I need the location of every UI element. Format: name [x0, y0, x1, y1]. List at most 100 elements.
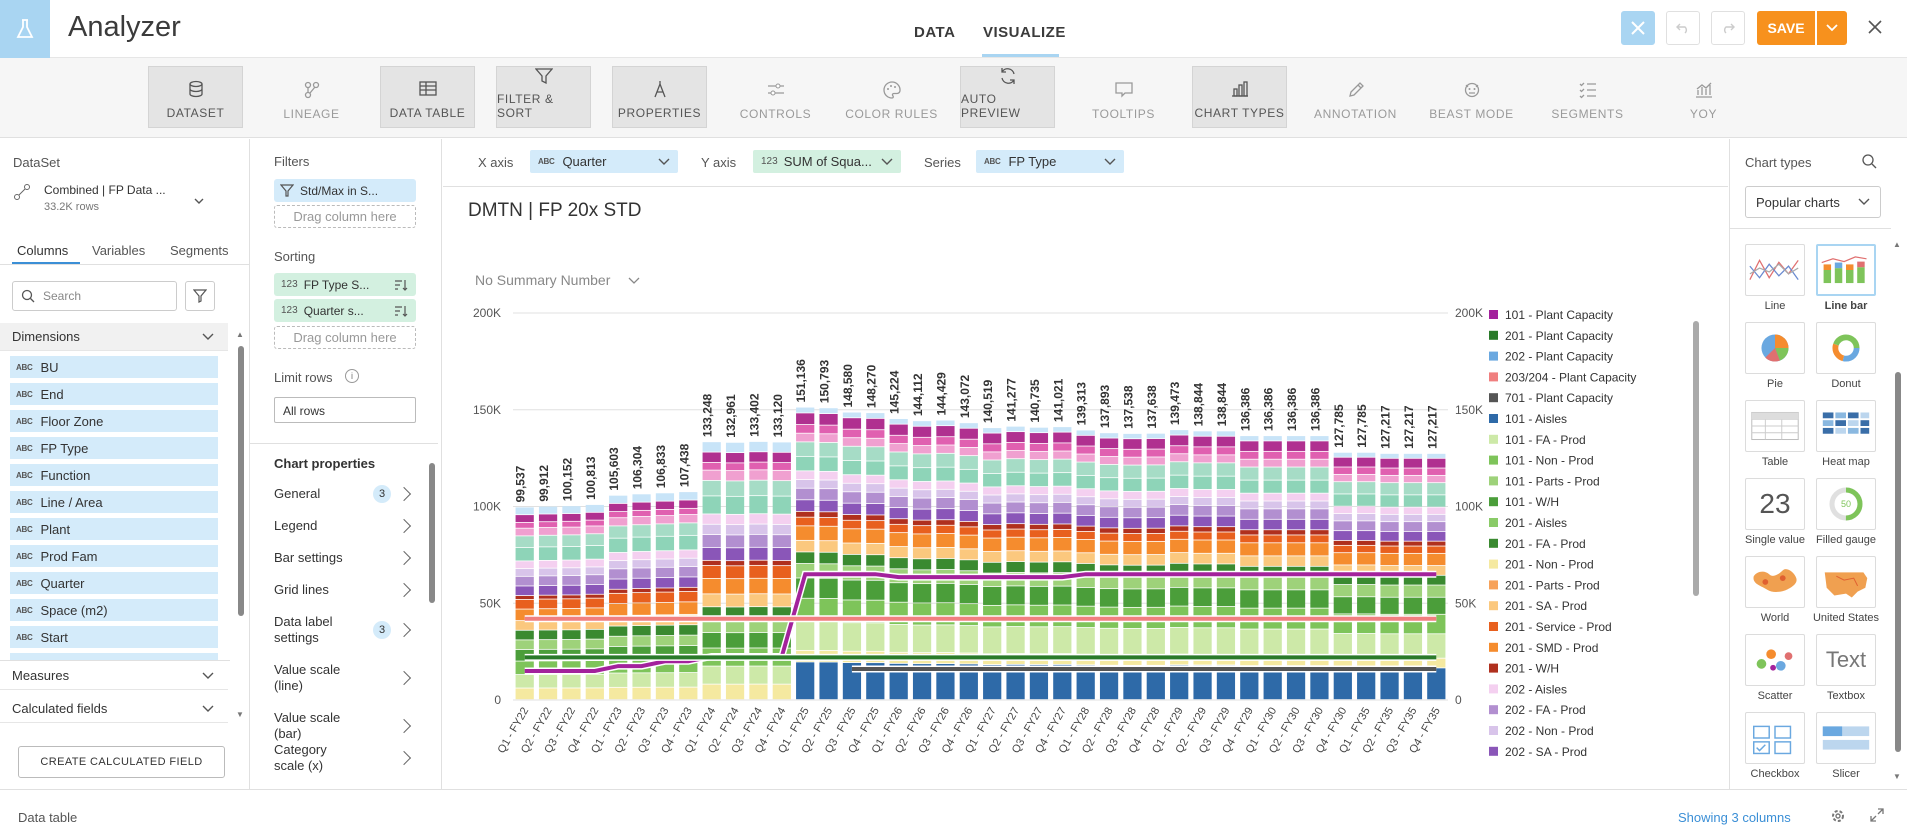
legend-scrollbar[interactable] — [1693, 321, 1699, 596]
chevron-down-icon[interactable] — [628, 277, 640, 284]
bar-stack[interactable] — [702, 442, 721, 700]
bar-stack[interactable] — [515, 507, 534, 700]
bar-stack[interactable] — [1123, 433, 1142, 700]
toolbar-lineage-button[interactable]: LINEAGE — [264, 66, 359, 128]
save-button[interactable]: SAVE — [1757, 11, 1815, 45]
redo-button[interactable] — [1711, 11, 1745, 45]
bar-stack[interactable] — [679, 492, 698, 700]
search-icon[interactable] — [1862, 154, 1877, 172]
line-series[interactable] — [524, 572, 1437, 673]
bar-stack[interactable] — [959, 423, 978, 700]
toolbar-auto-preview-button[interactable]: AUTO PREVIEW — [960, 66, 1055, 128]
search-input[interactable]: Search — [43, 289, 82, 303]
legend-item[interactable]: 203/204 - Plant Capacity — [1505, 370, 1636, 384]
bar-stack[interactable] — [725, 442, 745, 700]
filters-drop-zone[interactable]: Drag column here — [274, 205, 416, 228]
toolbar-segments-button[interactable]: SEGMENTS — [1540, 66, 1635, 128]
save-dropdown-button[interactable] — [1817, 11, 1847, 45]
bar-stack[interactable] — [1403, 453, 1423, 700]
tab-data[interactable]: DATA — [914, 24, 956, 41]
legend-item[interactable]: 101 - Non - Prod — [1505, 454, 1594, 468]
measures-header[interactable]: Measures — [0, 662, 228, 690]
bar-stack[interactable] — [936, 420, 955, 700]
sorting-drop-zone[interactable]: Drag column here — [274, 326, 416, 349]
bar-stack[interactable] — [655, 493, 675, 700]
chart-type-world[interactable] — [1745, 556, 1805, 608]
toolbar-properties-button[interactable]: PROPERTIES — [612, 66, 707, 128]
legend-item[interactable]: 202 - SA - Prod — [1505, 745, 1587, 759]
bar-stack[interactable] — [1193, 431, 1212, 700]
bar-stack[interactable] — [866, 413, 885, 700]
legend-item[interactable]: 201 - Parts - Prod — [1505, 578, 1600, 592]
dimension-item[interactable]: ABC Line / Area — [10, 491, 218, 513]
legend-item[interactable]: 701 - Plant Capacity — [1505, 391, 1613, 405]
chart-type-textbox[interactable]: Text — [1816, 634, 1876, 686]
series-select[interactable]: ABC FP Type — [976, 150, 1124, 173]
dataset-name[interactable]: Combined | FP Data ... — [44, 183, 166, 197]
dimension-item[interactable]: ABC End — [10, 383, 218, 405]
scrollbar[interactable] — [429, 463, 435, 603]
dimension-item[interactable]: ABC Space (m2) — [10, 599, 218, 621]
chart-category-select[interactable]: Popular charts — [1745, 186, 1881, 218]
info-icon[interactable]: i — [345, 369, 359, 383]
toolbar-yoy-button[interactable]: YOY — [1656, 66, 1751, 128]
calculated-fields-header[interactable]: Calculated fields — [0, 695, 228, 723]
dimension-item[interactable]: ABC BU — [10, 356, 218, 378]
dimension-item[interactable]: ABC FP Type — [10, 437, 218, 459]
toolbar-beast-mode-button[interactable]: BEAST MODE — [1424, 66, 1519, 128]
bar-stack[interactable] — [1216, 431, 1236, 700]
x-axis-select[interactable]: ABC Quarter — [530, 150, 678, 173]
close-icon[interactable] — [1866, 18, 1884, 39]
toolbar-filter-sort-button[interactable]: FILTER & SORT — [496, 66, 591, 128]
tab-variables[interactable]: Variables — [92, 243, 146, 258]
chart-property-category-scale-x-[interactable]: Category scale (x) — [274, 742, 412, 774]
search-box[interactable]: Search — [12, 281, 177, 311]
tab-columns[interactable]: Columns — [17, 243, 69, 258]
bar-stack[interactable] — [772, 442, 791, 700]
scroll-down-icon[interactable]: ▼ — [1893, 772, 1901, 781]
legend-item[interactable]: 101 - FA - Prod — [1505, 433, 1586, 447]
dimensions-header[interactable]: Dimensions — [0, 323, 228, 351]
chevron-down-icon[interactable] — [194, 193, 204, 208]
scroll-up-icon[interactable]: ▲ — [236, 330, 244, 339]
gear-icon[interactable] — [1830, 808, 1846, 827]
bar-stack[interactable] — [749, 441, 768, 700]
tools-button[interactable] — [1621, 11, 1655, 45]
chart-type-pie[interactable] — [1745, 322, 1805, 374]
undo-button[interactable] — [1666, 11, 1700, 45]
tab-segments[interactable]: Segments — [170, 243, 229, 258]
legend-item[interactable]: 202 - Plant Capacity — [1505, 350, 1613, 364]
chart-property-grid-lines[interactable]: Grid lines — [274, 582, 412, 598]
filter-button[interactable] — [185, 281, 215, 311]
scroll-down-icon[interactable]: ▼ — [236, 710, 244, 719]
legend-item[interactable]: 101 - Aisles — [1505, 412, 1567, 426]
legend-item[interactable]: 202 - Aisles — [1505, 682, 1567, 696]
bar-stack[interactable] — [1170, 430, 1189, 700]
expand-icon[interactable] — [1870, 808, 1884, 825]
legend-item[interactable]: 201 - FA - Prod — [1505, 537, 1586, 551]
dimension-item[interactable]: ABC Floor Zone — [10, 410, 218, 432]
legend-item[interactable]: 101 - Parts - Prod — [1505, 474, 1600, 488]
chart-property-legend[interactable]: Legend — [274, 518, 412, 534]
chart-type-heat-map[interactable] — [1816, 400, 1876, 452]
flask-logo-icon[interactable] — [0, 0, 50, 58]
chart-type-single-value[interactable]: 23 — [1745, 478, 1805, 530]
legend-item[interactable]: 202 - FA - Prod — [1505, 703, 1586, 717]
dimension-item[interactable]: ABC Function — [10, 464, 218, 486]
chart-type-slicer[interactable] — [1816, 712, 1876, 764]
limit-rows-input[interactable]: All rows — [274, 397, 416, 423]
chart-type-line-bar[interactable] — [1816, 244, 1876, 296]
chart-type-line[interactable] — [1745, 244, 1805, 296]
legend-item[interactable]: 201 - SMD - Prod — [1505, 641, 1598, 655]
create-calculated-field-button[interactable]: CREATE CALCULATED FIELD — [18, 746, 225, 778]
toolbar-annotation-button[interactable]: ANNOTATION — [1308, 66, 1403, 128]
legend-item[interactable]: 101 - W/H — [1505, 495, 1559, 509]
dimension-item[interactable]: ABC Start — [10, 626, 218, 648]
bar-stack[interactable] — [1263, 436, 1282, 700]
filter-pill[interactable]: Std/Max in S... — [274, 179, 416, 202]
toolbar-chart-types-button[interactable]: CHART TYPES — [1192, 66, 1287, 128]
legend-item[interactable]: 202 - Non - Prod — [1505, 724, 1594, 738]
sort-pill[interactable]: 123 Quarter s... — [274, 299, 416, 322]
dimension-item[interactable]: ABC Prod Fam — [10, 545, 218, 567]
tab-visualize[interactable]: VISUALIZE — [983, 24, 1066, 41]
